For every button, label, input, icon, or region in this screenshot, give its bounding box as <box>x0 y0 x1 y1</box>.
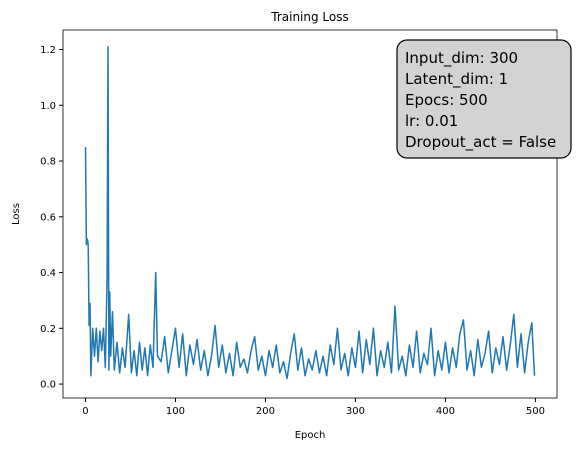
y-tick-label: 0.8 <box>40 157 56 168</box>
y-tick-label: 1.2 <box>40 45 56 56</box>
y-tick-label: 0.4 <box>40 268 56 279</box>
y-axis-label: Loss <box>11 203 22 225</box>
x-axis-label: Epoch <box>295 430 326 441</box>
y-tick-label: 0.6 <box>40 212 56 223</box>
y-tick-label: 1.0 <box>40 101 56 112</box>
plot-frame <box>62 29 558 399</box>
x-tick-label: 500 <box>526 406 545 417</box>
annotation-text: Latent_dim: 1 <box>405 70 508 89</box>
loss-line <box>84 45 536 380</box>
annotation-box <box>396 39 572 159</box>
x-tick-label: 300 <box>346 406 365 417</box>
x-tick-label: 0 <box>82 406 88 417</box>
y-tick-label: 0.0 <box>40 380 56 391</box>
annotation-text: lr: 0.01 <box>405 112 458 130</box>
x-tick-label: 200 <box>256 406 275 417</box>
y-tick-label: 0.2 <box>40 324 56 335</box>
x-tick-label: 400 <box>436 406 455 417</box>
x-tick-label: 100 <box>166 406 185 417</box>
annotation-text: Input_dim: 300 <box>405 49 518 68</box>
annotation-text: Dropout_act = False <box>405 133 556 152</box>
annotation-text: Epocs: 500 <box>405 91 488 109</box>
chart-title: Training Loss <box>270 10 348 24</box>
